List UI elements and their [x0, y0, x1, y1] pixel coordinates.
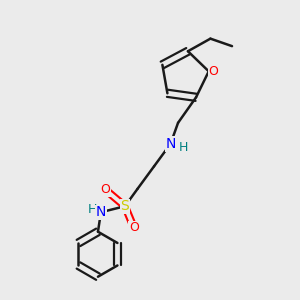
Text: N: N — [165, 137, 176, 151]
Text: H: H — [178, 141, 188, 154]
Text: O: O — [208, 65, 218, 78]
Text: O: O — [129, 221, 139, 234]
Text: H: H — [87, 203, 97, 216]
Text: O: O — [100, 183, 110, 196]
Text: S: S — [121, 199, 129, 213]
Text: N: N — [96, 205, 106, 219]
